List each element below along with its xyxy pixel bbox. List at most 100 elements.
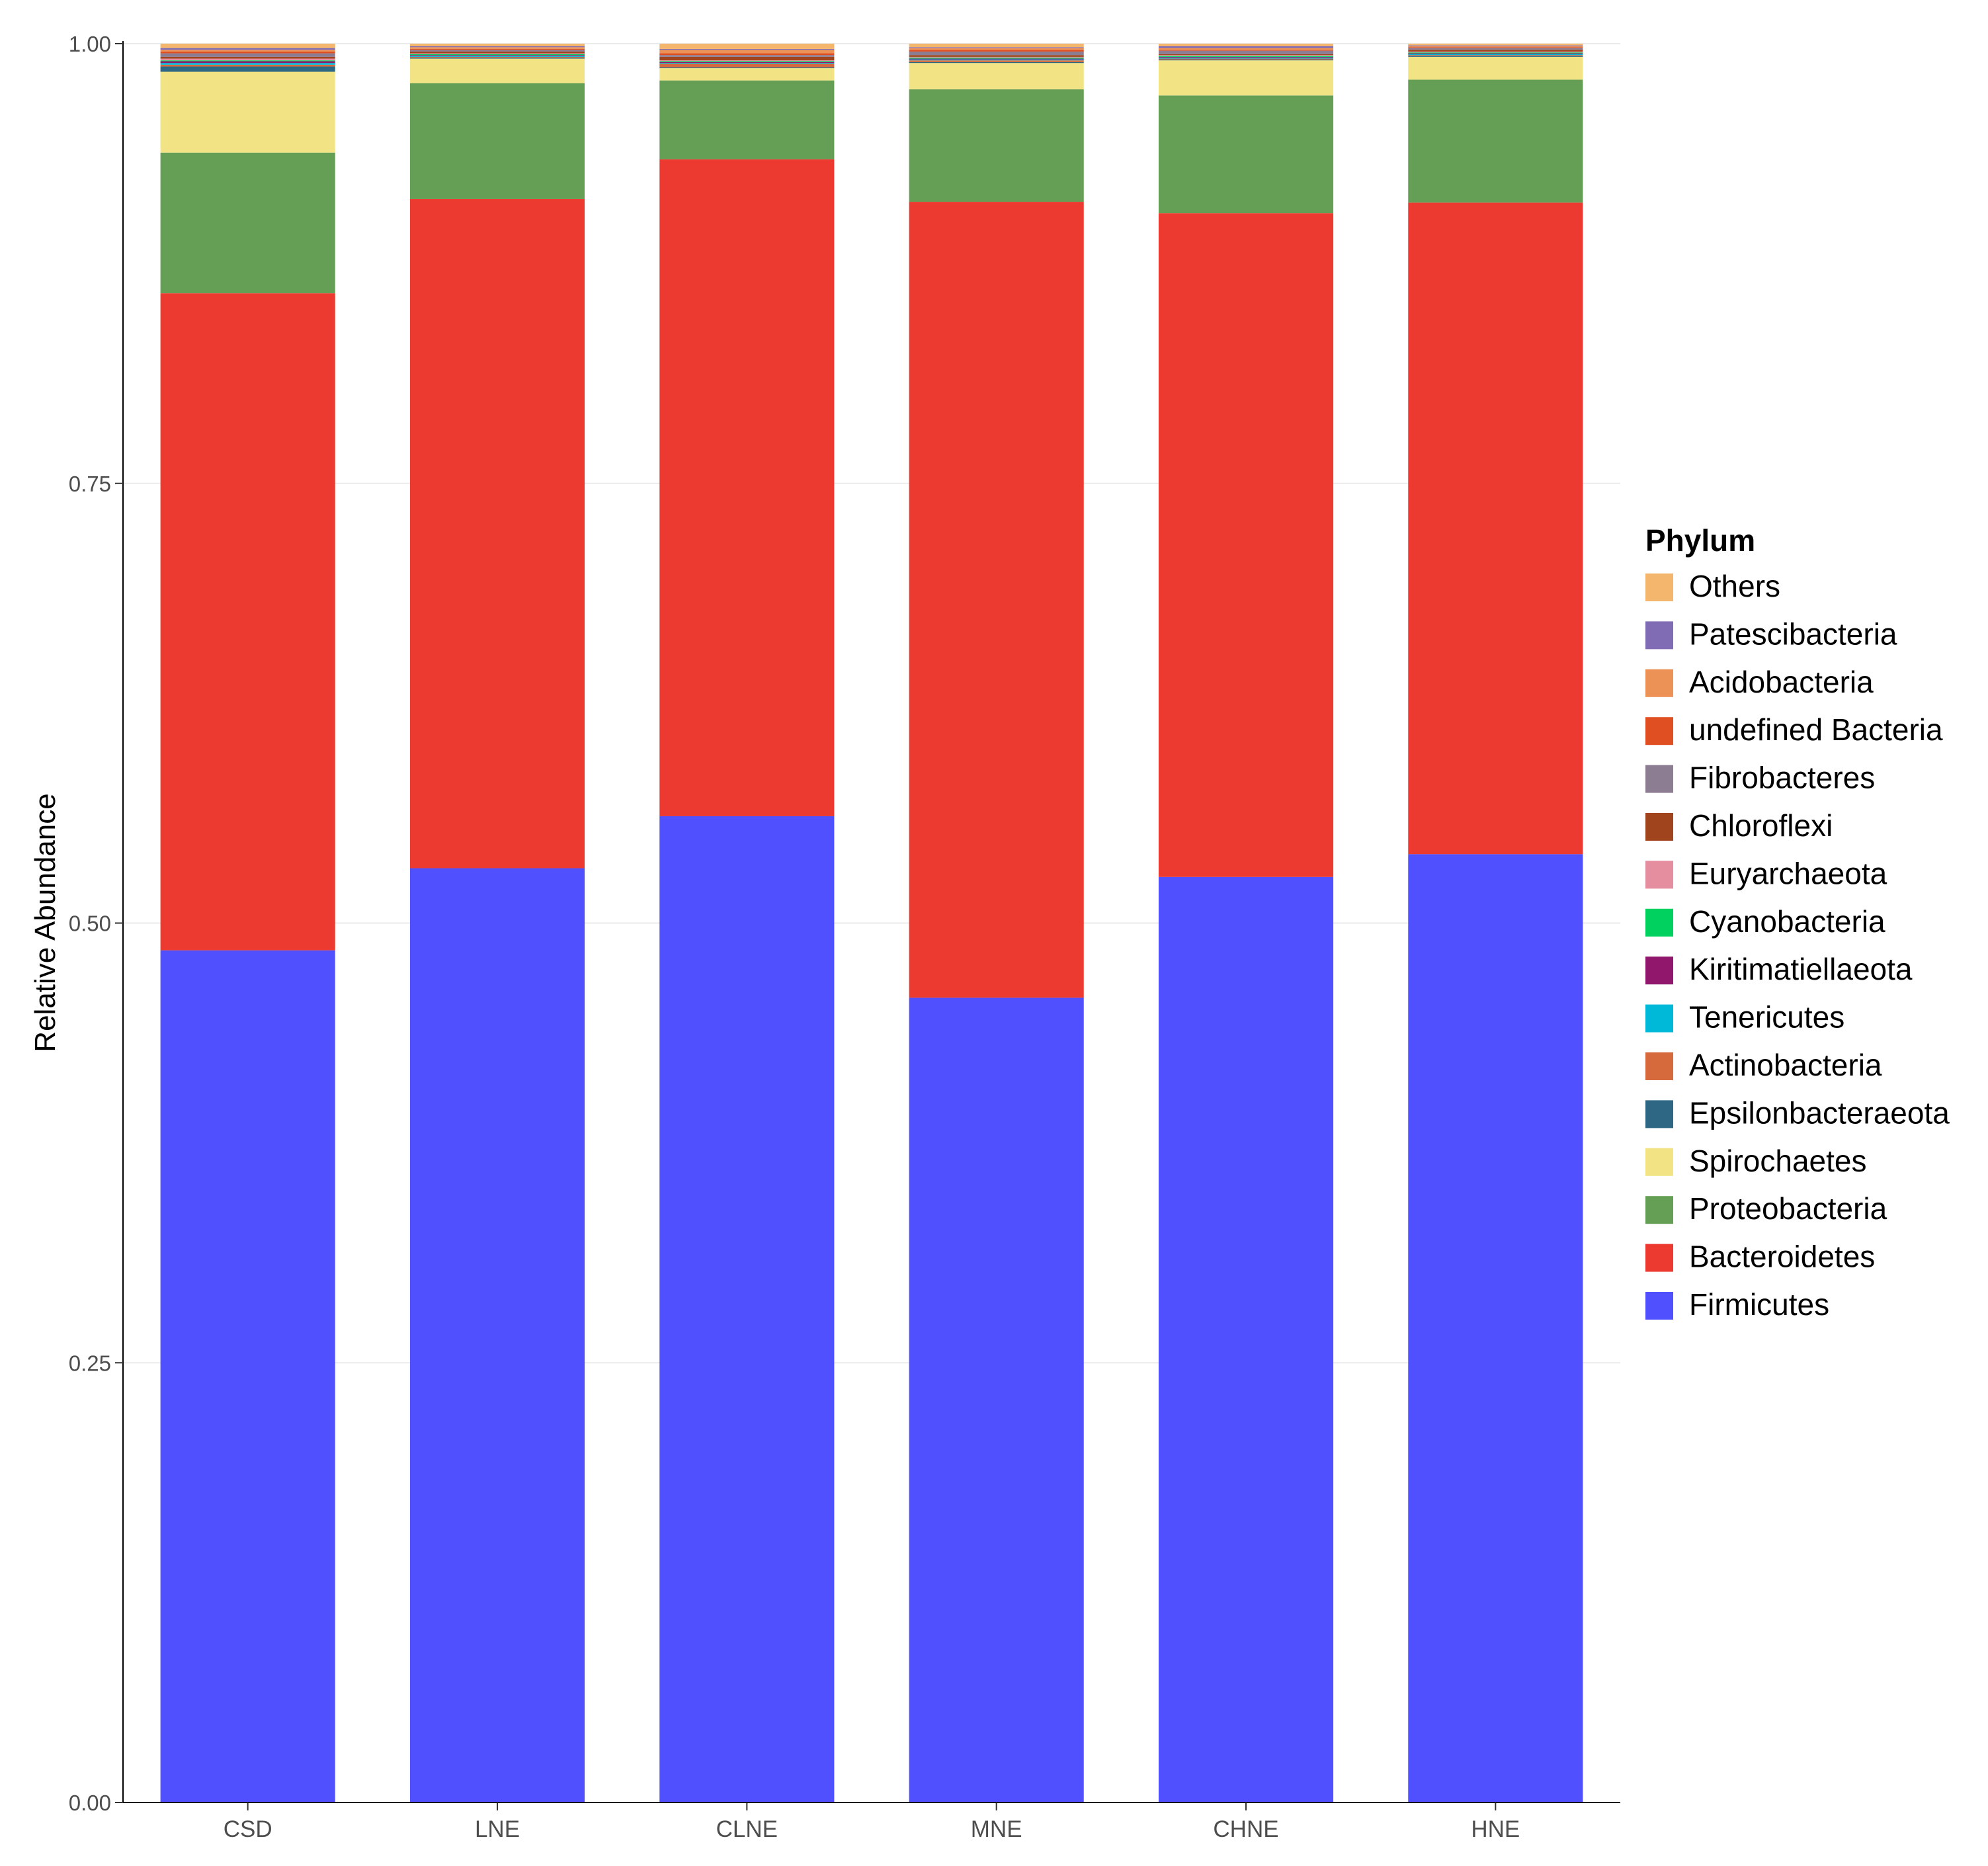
legend-swatch [1645, 717, 1673, 745]
bar-segment-chne-kiritimatiellaeota [1158, 56, 1334, 58]
legend-swatch [1645, 765, 1673, 793]
bar-segment-csd-epsilonbacteraeota [160, 66, 335, 72]
bar-segment-chne-patescibacteria [1158, 46, 1334, 48]
legend-swatch [1645, 669, 1673, 697]
bar-segment-lne-proteobacteria [409, 83, 585, 199]
bar-segment-clne-epsilonbacteraeota [659, 67, 835, 69]
bar-segment-mne-proteobacteria [909, 89, 1084, 202]
legend-label: Others [1689, 569, 1780, 603]
legend-swatch [1645, 1004, 1673, 1033]
bar-segment-csd-actinobacteria [160, 64, 335, 67]
bar-segment-clne-chloroflexi [659, 56, 835, 61]
bar-segment-hne-undefined-bacteria [1408, 47, 1583, 48]
legend-label: Patescibacteria [1689, 616, 1897, 651]
axes [122, 41, 1620, 1803]
bar-segment-lne-firmicutes [409, 868, 585, 1802]
bar-segment-hne-others [1408, 44, 1583, 46]
bar-segment-chne-spirochaetes [1158, 60, 1334, 96]
legend-swatch [1645, 908, 1673, 937]
y-tick-label: 0.50 [69, 912, 111, 936]
bar-segment-lne-others [409, 44, 585, 46]
legend-label: Tenericutes [1689, 1000, 1844, 1035]
bar-segment-lne-acidobacteria [409, 47, 585, 49]
bar-segment-chne-others [1158, 44, 1334, 46]
bar-segment-mne-others [909, 44, 1084, 48]
bar-segment-mne-chloroflexi [909, 55, 1084, 57]
bar-segment-hne-tenericutes [1408, 54, 1583, 56]
legend-label: Chloroflexi [1689, 808, 1833, 843]
bar-segment-chne-acidobacteria [1158, 48, 1334, 50]
legend-swatch [1645, 1052, 1673, 1080]
bar-segment-lne-fibrobacteres [409, 50, 585, 52]
bar-segment-mne-firmicutes [909, 997, 1084, 1802]
bar-segment-csd-spirochaetes [160, 71, 335, 153]
bar-segment-csd-proteobacteria [160, 152, 335, 294]
bar-segment-clne-bacteroidetes [659, 159, 835, 816]
bar-segment-clne-cyanobacteria [659, 61, 835, 62]
legend-swatch [1645, 573, 1673, 601]
y-axis-title: Relative Abundance [29, 793, 62, 1052]
legend-swatch [1645, 621, 1673, 650]
y-tick-label: 0.00 [69, 1791, 111, 1815]
bar-segment-clne-proteobacteria [659, 80, 835, 159]
bar-segment-hne-epsilonbacteraeota [1408, 56, 1583, 57]
legend-swatch [1645, 1100, 1673, 1128]
bar-segment-clne-patescibacteria [659, 48, 835, 50]
legend-swatch [1645, 1148, 1673, 1176]
legend-label: undefined Bacteria [1689, 712, 1943, 747]
bar-segment-hne-cyanobacteria [1408, 52, 1583, 54]
x-tick-label: LNE [475, 1816, 520, 1842]
bar-segment-chne-proteobacteria [1158, 95, 1334, 214]
bar-segment-csd-fibrobacteres [160, 53, 335, 57]
bar-segment-mne-kiritimatiellaeota [909, 58, 1084, 60]
x-tick-label: MNE [971, 1816, 1022, 1842]
bar-segment-clne-fibrobacteres [659, 55, 835, 57]
y-ticks: 0.00 0.25 0.50 0.75 1.00 [69, 32, 123, 1815]
legend-label: Cyanobacteria [1689, 904, 1885, 939]
bar-segment-hne-spirochaetes [1408, 56, 1583, 80]
bar-segment-hne-chloroflexi [1408, 50, 1583, 52]
y-tick-label: 0.25 [69, 1351, 111, 1375]
y-tick-label: 1.00 [69, 32, 111, 56]
bar-segment-mne-acidobacteria [909, 48, 1084, 50]
bar-segment-csd-patescibacteria [160, 48, 335, 50]
legend-label: Acidobacteria [1689, 665, 1874, 699]
bar-segment-chne-fibrobacteres [1158, 50, 1334, 54]
bar-segment-lne-kiritimatiellaeota [409, 55, 585, 56]
legend-label: Kiritimatiellaeota [1689, 952, 1913, 986]
bar-segment-lne-bacteroidetes [409, 198, 585, 869]
legend-swatch [1645, 956, 1673, 985]
legend-swatch [1645, 813, 1673, 841]
bar-segment-mne-epsilonbacteraeota [909, 62, 1084, 64]
legend-label: Fibrobacteres [1689, 761, 1875, 795]
bar-segment-csd-cyanobacteria [160, 60, 335, 62]
legend-swatch [1645, 1292, 1673, 1320]
bar-segment-mne-euryarchaeota [909, 56, 1084, 58]
legend-label: Proteobacteria [1689, 1191, 1887, 1226]
bar-segment-clne-tenericutes [659, 63, 835, 64]
bar-segment-csd-chloroflexi [160, 56, 335, 59]
bar-segment-mne-fibrobacteres [909, 51, 1084, 56]
gridlines [123, 43, 1620, 1803]
bar-segment-csd-tenericutes [160, 63, 335, 65]
bar-segment-hne-actinobacteria [1408, 55, 1583, 56]
legend-label: Spirochaetes [1689, 1144, 1867, 1178]
legend-label: Epsilonbacteraeota [1689, 1095, 1950, 1130]
bar-segment-chne-cyanobacteria [1158, 56, 1334, 57]
bar-segment-csd-undefined-bacteria [160, 51, 335, 54]
bar-segment-lne-cyanobacteria [409, 54, 585, 56]
bar-segment-hne-acidobacteria [1408, 46, 1583, 48]
bar-segment-lne-spirochaetes [409, 58, 585, 83]
bar-segment-hne-proteobacteria [1408, 79, 1583, 203]
bar-segment-clne-acidobacteria [659, 50, 835, 54]
bar-segment-chne-bacteroidetes [1158, 213, 1334, 877]
legend-label: Actinobacteria [1689, 1048, 1882, 1082]
bar-segment-clne-firmicutes [659, 816, 835, 1802]
legend-swatch [1645, 1244, 1673, 1272]
bar-segment-lne-chloroflexi [409, 51, 585, 54]
bar-segment-mne-actinobacteria [909, 60, 1084, 62]
legend: Phylum Others Patescibacteria Acidobacteri… [1645, 523, 1950, 1322]
bar-segment-csd-euryarchaeota [160, 58, 335, 61]
legend-items: Others Patescibacteria Acidobacteria undefi… [1645, 569, 1950, 1322]
